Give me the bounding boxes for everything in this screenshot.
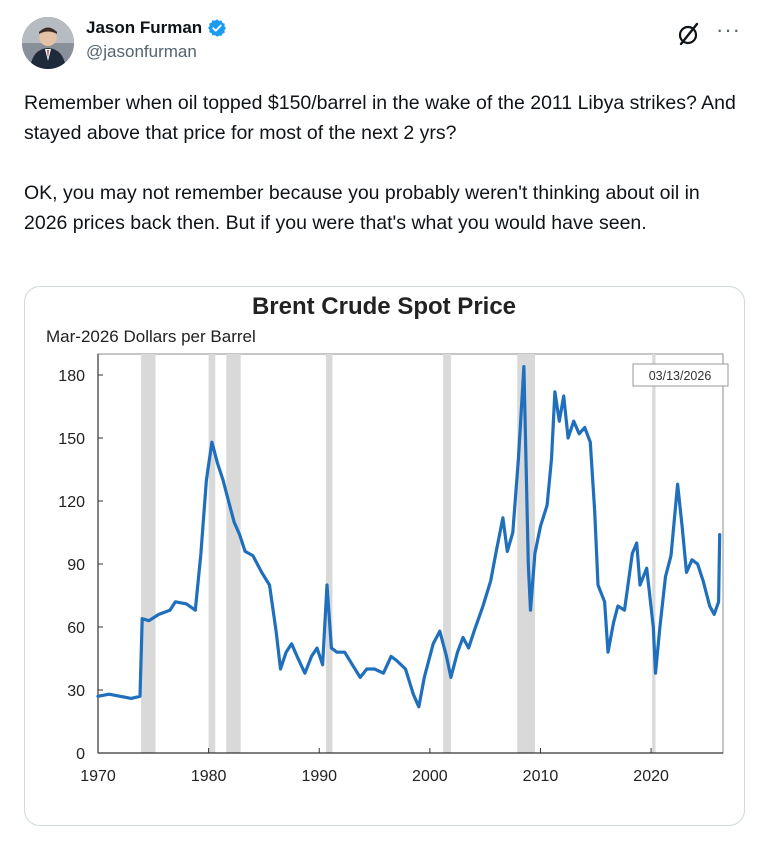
author-handle[interactable]: @jasonfurman: [86, 42, 197, 61]
author-block: Jason Furman @jasonfurman: [86, 18, 227, 62]
y-tick-label-150: 150: [58, 431, 85, 448]
date-label-box: 03/13/2026: [632, 363, 729, 387]
tweet-text: Remember when oil topped $150/barrel in …: [24, 92, 736, 234]
chart-subtitle: Mar-2026 Dollars per Barrel: [46, 327, 256, 346]
avatar-image: [22, 17, 74, 69]
avatar[interactable]: [22, 17, 74, 69]
plot-area: [97, 353, 724, 754]
more-options-icon[interactable]: ···: [716, 17, 741, 42]
recession-band-0: [141, 354, 156, 753]
y-tick-label-30: 30: [67, 683, 85, 700]
author-name-row: Jason Furman: [86, 18, 227, 38]
recession-band-4: [443, 354, 451, 753]
tweet-media[interactable]: Brent Crude Spot Price Mar-2026 Dollars …: [24, 286, 745, 826]
y-tick-label-90: 90: [67, 557, 85, 574]
x-tick-label-1970: 1970: [80, 768, 116, 785]
date-label: 03/13/2026: [649, 369, 712, 383]
y-tick-label-0: 0: [76, 746, 85, 763]
verified-badge-icon: [208, 19, 227, 37]
recession-shading: [141, 354, 656, 753]
x-tick-label-2000: 2000: [412, 768, 448, 785]
y-tick-label-120: 120: [58, 494, 85, 511]
author-name[interactable]: Jason Furman: [86, 18, 203, 37]
x-tick-label-1990: 1990: [301, 768, 337, 785]
x-tick-label-2010: 2010: [523, 768, 559, 785]
chart-series: [96, 365, 722, 709]
recession-band-1: [208, 354, 216, 753]
oil-price-chart: Brent Crude Spot Price Mar-2026 Dollars …: [46, 293, 729, 785]
recession-band-3: [325, 354, 333, 753]
recession-band-6: [652, 354, 656, 753]
chart-axes: 0 30 60 90 120 150 180 1970 1980 1990 2000 2010 2020: [58, 354, 723, 785]
recession-band-5: [517, 354, 535, 753]
plot-border: [97, 353, 724, 754]
x-tick-label-2020: 2020: [633, 768, 669, 785]
y-tick-label-180: 180: [58, 368, 85, 385]
series-line-0: [96, 365, 722, 709]
y-tick-label-60: 60: [67, 620, 85, 637]
chart-title: Brent Crude Spot Price: [252, 293, 516, 320]
grok-icon[interactable]: [676, 21, 702, 47]
x-tick-label-1980: 1980: [191, 768, 227, 785]
recession-band-2: [226, 354, 241, 753]
